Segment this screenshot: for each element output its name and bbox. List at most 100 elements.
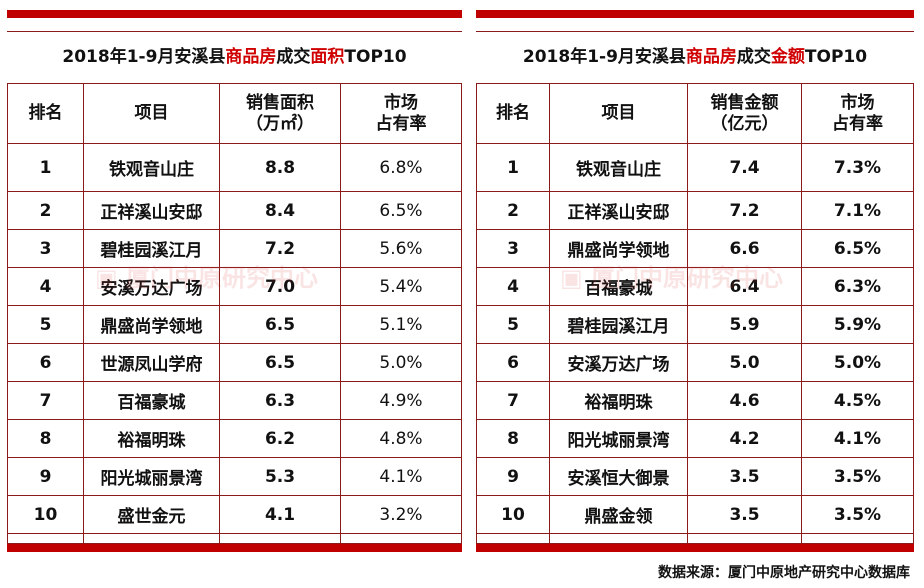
project-cell: 百福豪城 (83, 381, 220, 420)
column-header: 销售面积 （万㎡） (219, 83, 341, 144)
project-cell: 碧桂园溪江月 (549, 305, 688, 344)
value-cell: 4.2 (687, 419, 802, 458)
table-row: 5 碧桂园溪江月 5.9 5.9% (476, 305, 914, 344)
project-cell: 安溪恒大御景 (549, 457, 688, 496)
project-cell: 裕福明珠 (83, 419, 220, 458)
share-cell: 4.1% (340, 457, 462, 496)
rank-cell: 3 (7, 229, 84, 268)
rank-cell: 7 (476, 381, 550, 420)
share-cell: 6.5% (801, 229, 914, 268)
table-row: 8 阳光城丽景湾 4.2 4.1% (476, 419, 914, 458)
table-row: 3 鼎盛尚学领地 6.6 6.5% (476, 229, 914, 268)
project-cell: 鼎盛尚学领地 (83, 305, 220, 344)
share-cell: 5.1% (340, 305, 462, 344)
project-cell: 铁观音山庄 (549, 143, 688, 192)
area-table: 排名 项目 销售面积 （万㎡） 市场 占有率 1 铁观音山庄 8.8 6.8% 2 正祥溪山安邸 8.4… (7, 83, 462, 544)
rank-cell: 5 (476, 305, 550, 344)
divider (476, 31, 914, 32)
bottom-red-bar (7, 544, 462, 552)
value-cell: 7.2 (687, 191, 802, 230)
value-cell: 5.0 (687, 343, 802, 382)
rank-cell: 2 (476, 191, 550, 230)
value-cell: 8.4 (219, 191, 341, 230)
project-cell: 百福豪城 (549, 267, 688, 306)
table-row: 2 正祥溪山安邸 8.4 6.5% (7, 191, 462, 230)
column-header: 排名 (476, 83, 550, 144)
data-source-note: 数据来源：厦门中原地产研究中心数据库 (658, 565, 910, 581)
project-cell: 阳光城丽景湾 (549, 419, 688, 458)
table-row: 6 安溪万达广场 5.0 5.0% (476, 343, 914, 382)
value-cell: 6.2 (219, 419, 341, 458)
header-row: 排名 项目 销售面积 （万㎡） 市场 占有率 (7, 83, 462, 144)
value-cell: 6.5 (219, 343, 341, 382)
empty-cell (549, 533, 688, 544)
share-cell: 4.5% (801, 381, 914, 420)
rank-cell: 8 (7, 419, 84, 458)
value-cell: 6.5 (219, 305, 341, 344)
table-row: 7 百福豪城 6.3 4.9% (7, 381, 462, 420)
rank-cell: 4 (476, 267, 550, 306)
header-row: 排名 项目 销售金额 （亿元） 市场 占有率 (476, 83, 914, 144)
rank-cell: 10 (476, 495, 550, 534)
table-row: 9 阳光城丽景湾 5.3 4.1% (7, 457, 462, 496)
value-cell: 7.2 (219, 229, 341, 268)
table-row: 10 盛世金元 4.1 3.2% (7, 495, 462, 534)
value-cell: 5.3 (219, 457, 341, 496)
blank-row (7, 533, 462, 544)
area-top10-panel: 2018年1-9月安溪县商品房成交面积TOP10 排名 项目 销售面积 （万㎡） 市场占… (7, 10, 462, 552)
amount-top10-panel: 2018年1-9月安溪县商品房成交金额TOP10 排名 项目 销售金额 （亿元） 市场占… (476, 10, 914, 552)
bottom-red-bar (476, 544, 914, 552)
table-row: 8 裕福明珠 6.2 4.8% (7, 419, 462, 458)
share-cell: 5.6% (340, 229, 462, 268)
empty-cell (801, 533, 914, 544)
column-header: 项目 (549, 83, 688, 144)
rank-cell: 7 (7, 381, 84, 420)
share-cell: 6.8% (340, 143, 462, 192)
value-cell: 4.1 (219, 495, 341, 534)
value-cell: 7.0 (219, 267, 341, 306)
column-header: 项目 (83, 83, 220, 144)
share-cell: 3.2% (340, 495, 462, 534)
table-row: 1 铁观音山庄 7.4 7.3% (476, 143, 914, 192)
share-cell: 3.5% (801, 495, 914, 534)
top-red-bar (7, 10, 462, 18)
value-cell: 5.9 (687, 305, 802, 344)
top-red-bar (476, 10, 914, 18)
value-cell: 3.5 (687, 457, 802, 496)
rank-cell: 5 (7, 305, 84, 344)
table-title: 2018年1-9月安溪县商品房成交金额TOP10 (522, 47, 868, 67)
rank-cell: 9 (7, 457, 84, 496)
rank-cell: 10 (7, 495, 84, 534)
table-row: 2 正祥溪山安邸 7.2 7.1% (476, 191, 914, 230)
table-row: 6 世源凤山学府 6.5 5.0% (7, 343, 462, 382)
rank-cell: 8 (476, 419, 550, 458)
empty-cell (476, 533, 550, 544)
table-row: 4 安溪万达广场 7.0 5.4% (7, 267, 462, 306)
project-cell: 裕福明珠 (549, 381, 688, 420)
share-cell: 3.5% (801, 457, 914, 496)
project-cell: 鼎盛金领 (549, 495, 688, 534)
share-cell: 5.0% (340, 343, 462, 382)
share-cell: 4.9% (340, 381, 462, 420)
project-cell: 铁观音山庄 (83, 143, 220, 192)
amount-table: 排名 项目 销售金额 （亿元） 市场 占有率 1 铁观音山庄 7.4 7.3% 2 正祥溪山安邸 7.2… (476, 83, 914, 544)
project-cell: 鼎盛尚学领地 (549, 229, 688, 268)
column-header: 排名 (7, 83, 84, 144)
empty-cell (687, 533, 802, 544)
column-header: 市场 占有率 (340, 83, 462, 144)
column-header: 市场 占有率 (801, 83, 914, 144)
share-cell: 7.3% (801, 143, 914, 192)
value-cell: 4.6 (687, 381, 802, 420)
project-cell: 盛世金元 (83, 495, 220, 534)
share-cell: 5.0% (801, 343, 914, 382)
value-cell: 8.8 (219, 143, 341, 192)
table-row: 1 铁观音山庄 8.8 6.8% (7, 143, 462, 192)
rank-cell: 9 (476, 457, 550, 496)
blank-row (476, 533, 914, 544)
rank-cell: 6 (7, 343, 84, 382)
project-cell: 安溪万达广场 (83, 267, 220, 306)
table-row: 7 裕福明珠 4.6 4.5% (476, 381, 914, 420)
rank-cell: 1 (7, 143, 84, 192)
table-row: 10 鼎盛金领 3.5 3.5% (476, 495, 914, 534)
share-cell: 6.3% (801, 267, 914, 306)
